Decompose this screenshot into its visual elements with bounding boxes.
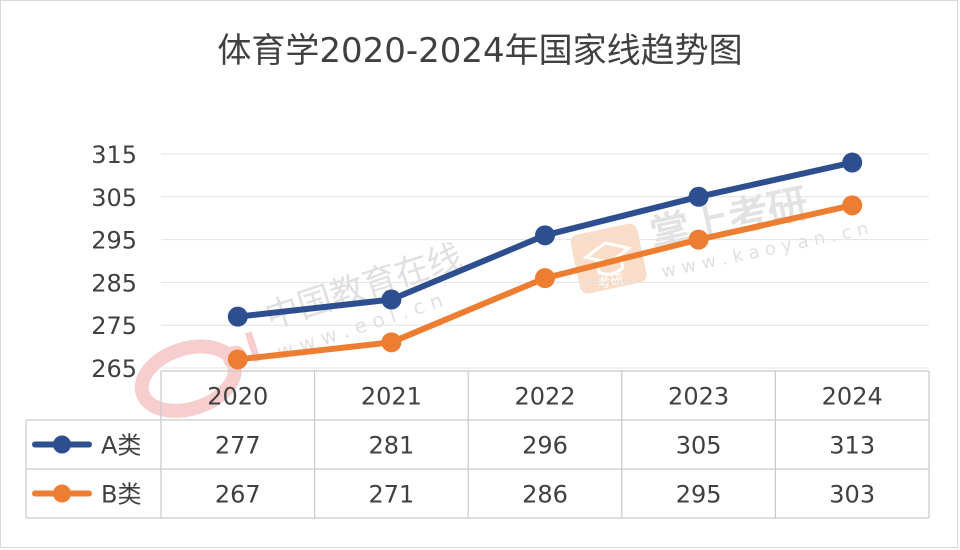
chart-title: 体育学2020-2024年国家线趋势图 bbox=[217, 31, 743, 71]
data-point bbox=[688, 229, 709, 250]
legend-key bbox=[32, 435, 92, 454]
data-cell: 305 bbox=[676, 432, 722, 460]
data-point bbox=[227, 349, 248, 370]
data-cell: 313 bbox=[829, 432, 875, 460]
data-point bbox=[688, 186, 709, 207]
x-category-label: 2022 bbox=[514, 383, 575, 411]
data-cell: 286 bbox=[522, 481, 568, 509]
series-a bbox=[227, 152, 863, 327]
graduation-cap-icon-bg bbox=[570, 223, 647, 294]
y-tick-label: 265 bbox=[91, 355, 137, 383]
x-category-label: 2023 bbox=[668, 383, 729, 411]
series-lines bbox=[227, 152, 863, 370]
x-category-label: 2021 bbox=[361, 383, 422, 411]
data-point bbox=[535, 225, 555, 246]
data-cell: 267 bbox=[215, 481, 261, 509]
legend-label: B类 bbox=[101, 481, 141, 509]
data-cell: 295 bbox=[676, 481, 722, 509]
y-axis-ticks: 315 305 295 285 275 265 bbox=[91, 141, 137, 383]
legend-marker bbox=[53, 435, 71, 454]
legend-label: A类 bbox=[101, 432, 141, 460]
data-point bbox=[842, 195, 863, 216]
graduation-cap-icon bbox=[582, 241, 633, 276]
data-point bbox=[227, 306, 248, 327]
data-cell: 281 bbox=[368, 432, 414, 460]
y-tick-label: 285 bbox=[91, 269, 137, 297]
legend-key bbox=[32, 484, 92, 503]
data-point bbox=[381, 289, 402, 310]
y-tick-label: 315 bbox=[91, 141, 137, 169]
x-category-label: 2020 bbox=[207, 383, 268, 411]
y-tick-label: 305 bbox=[91, 184, 137, 212]
data-cell: 303 bbox=[829, 481, 875, 509]
data-cell: 296 bbox=[522, 432, 568, 460]
y-tick-label: 295 bbox=[91, 227, 137, 255]
data-table: 2020 2021 2022 2023 2024 A类 277 281 296 305 313 B类 2… bbox=[25, 370, 930, 519]
data-point bbox=[535, 268, 555, 289]
y-tick-label: 275 bbox=[91, 312, 137, 340]
data-cell: 277 bbox=[215, 432, 261, 460]
legend-marker bbox=[53, 484, 71, 503]
data-point bbox=[381, 332, 402, 353]
series-b bbox=[227, 195, 863, 370]
x-category-label: 2024 bbox=[822, 383, 883, 411]
data-point bbox=[842, 152, 863, 173]
data-cell: 271 bbox=[368, 481, 414, 509]
